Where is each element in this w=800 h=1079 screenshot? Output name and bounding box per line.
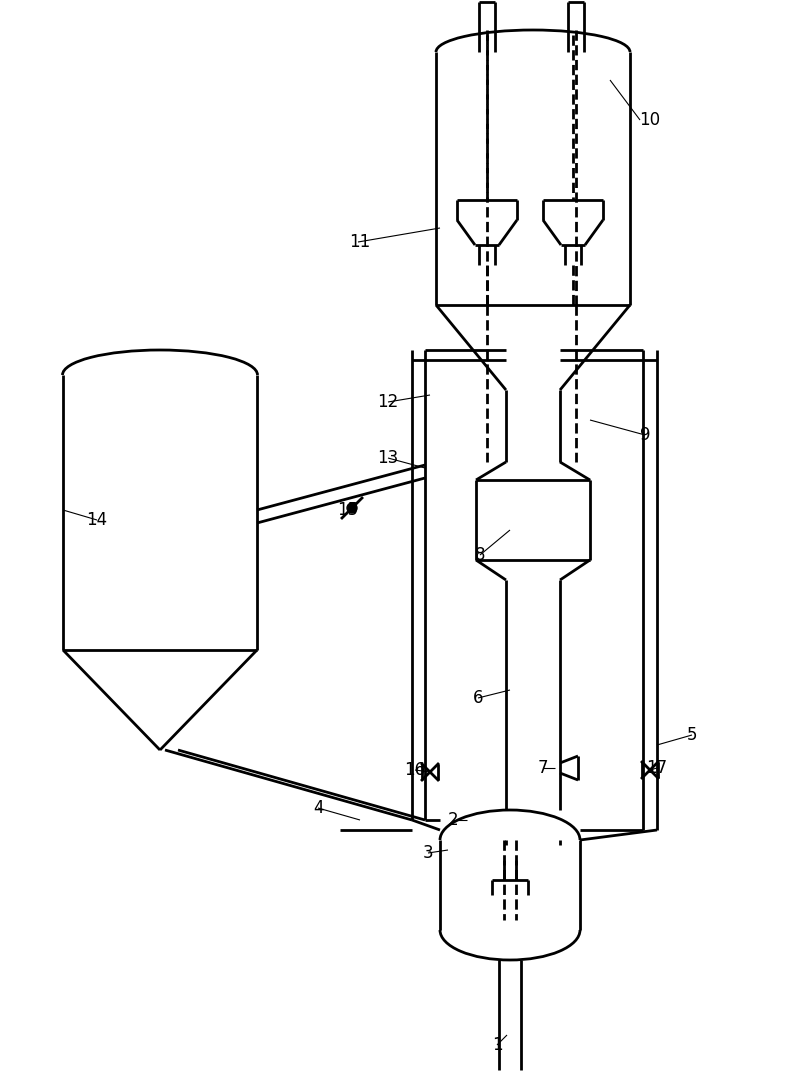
Text: 6: 6 <box>473 689 483 707</box>
Text: 9: 9 <box>640 426 650 443</box>
Circle shape <box>347 503 357 513</box>
Text: 5: 5 <box>686 726 698 745</box>
Text: 12: 12 <box>378 393 398 411</box>
Text: 2: 2 <box>448 811 458 829</box>
Text: 15: 15 <box>338 501 358 519</box>
Text: 11: 11 <box>350 233 370 251</box>
Text: 8: 8 <box>474 546 486 564</box>
Text: 4: 4 <box>313 800 323 817</box>
Text: 13: 13 <box>378 449 398 467</box>
Text: 1: 1 <box>492 1036 502 1054</box>
Text: 14: 14 <box>86 511 107 529</box>
Text: 17: 17 <box>646 759 667 777</box>
Text: 3: 3 <box>422 844 434 862</box>
Text: 7: 7 <box>538 759 548 777</box>
Text: 16: 16 <box>405 761 426 779</box>
Text: 10: 10 <box>639 111 661 129</box>
